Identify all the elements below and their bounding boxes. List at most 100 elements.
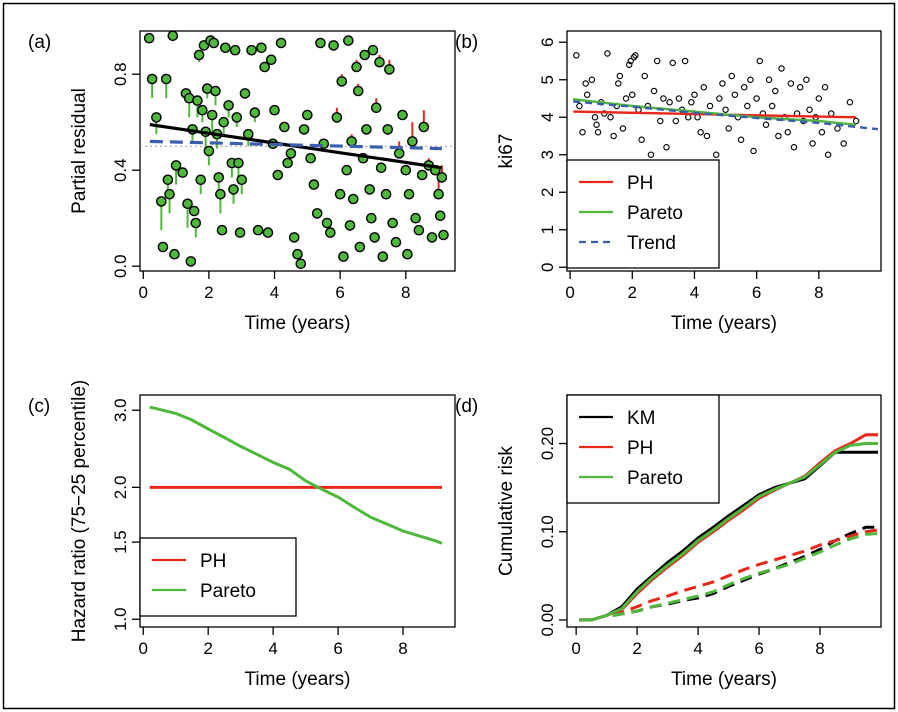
data-point [740, 84, 748, 91]
data-point [728, 72, 736, 80]
y-tick-label: 3 [538, 150, 557, 159]
data-point [697, 129, 704, 136]
x-tick-label: 6 [333, 639, 342, 658]
data-point [228, 184, 239, 195]
x-tick-label: 6 [335, 283, 344, 302]
data-point [315, 37, 326, 49]
data-point [410, 212, 421, 224]
data-point [282, 157, 293, 169]
x-tick-label: 8 [814, 283, 823, 302]
data-point [703, 132, 711, 140]
y-axis-label: Cumulative risk [496, 446, 517, 576]
data-point [725, 125, 732, 132]
data-point [328, 40, 339, 51]
data-point [576, 102, 583, 110]
y-tick-label: 5 [538, 75, 557, 84]
data-point [694, 114, 701, 121]
data-point [747, 76, 754, 84]
x-tick-label: 0 [139, 639, 148, 658]
data-point [210, 85, 221, 97]
data-point [156, 196, 167, 207]
data-point [331, 112, 343, 123]
legend: PH Pareto [139, 537, 297, 617]
data-point [840, 140, 847, 147]
data-point [588, 76, 596, 84]
data-point [790, 144, 798, 151]
data-point [627, 57, 634, 65]
data-point [706, 102, 714, 110]
plot-frame [566, 30, 882, 272]
data-point [601, 110, 608, 117]
data-point [666, 99, 673, 106]
data-point [583, 91, 591, 99]
data-point [756, 57, 764, 65]
data-point [737, 136, 745, 144]
x-tick-label: 4 [268, 639, 277, 658]
y-tick-label: 6 [538, 38, 557, 47]
data-point [203, 145, 215, 157]
y-tick-label: 0.8 [111, 62, 130, 86]
x-tick-label: 0 [571, 639, 580, 658]
data-point [632, 52, 639, 59]
data-point [366, 212, 377, 224]
data-point [256, 42, 267, 54]
data-point [321, 217, 333, 229]
legend-label-km: KM [627, 408, 656, 429]
data-point [387, 217, 398, 229]
legend-label-ph: PH [627, 438, 653, 459]
data-point [364, 184, 375, 195]
data-point [778, 65, 785, 72]
data-point [341, 164, 353, 176]
data-point [731, 91, 739, 99]
data-point [393, 148, 405, 159]
data-point [262, 227, 274, 238]
data-point [384, 64, 395, 75]
x-tick-label: 6 [754, 639, 763, 658]
data-point [146, 73, 158, 85]
plot-frame [139, 394, 456, 628]
data-point [279, 121, 290, 133]
data-point [167, 31, 179, 42]
data-point [390, 236, 402, 248]
series-line-pareto [149, 405, 443, 545]
data-point [185, 256, 197, 267]
plot-frame [139, 30, 456, 272]
data-point [784, 129, 791, 136]
data-point [438, 229, 449, 241]
data-point [809, 140, 816, 147]
legend-box [566, 159, 720, 269]
data-point [402, 248, 413, 260]
y-tick-label: 0.4 [111, 158, 130, 182]
data-point [374, 56, 385, 68]
data-point [375, 162, 387, 174]
data-point [157, 241, 169, 253]
data-point [615, 80, 622, 87]
data-point [573, 52, 580, 59]
y-tick-label: 4 [538, 113, 557, 122]
data-point [672, 117, 680, 125]
data-point [151, 112, 162, 123]
data-point [775, 132, 782, 140]
data-point [622, 95, 630, 102]
data-point [246, 44, 257, 56]
data-point [292, 248, 303, 260]
data-point [397, 109, 408, 121]
data-point [285, 148, 297, 159]
data-point [772, 87, 779, 95]
data-point [298, 124, 310, 135]
panel-3: (d) 0 2 4 6 8 Time (years) 0.00 0.10 0.20 Cumulati… [455, 394, 882, 690]
data-point [610, 132, 617, 140]
data-point [434, 210, 446, 222]
data-point [325, 227, 336, 238]
x-tick-label: 2 [204, 283, 213, 302]
data-point [346, 136, 357, 147]
data-point [162, 174, 174, 186]
x-tick-label: 2 [203, 639, 212, 658]
data-point [197, 104, 208, 116]
data-point [675, 95, 683, 102]
y-axis-label: ki67 [496, 134, 517, 169]
panel-1: (b) 0 2 4 6 8 Time (years) 0 1 2 3 4 5 6 ki67 PH Pareto T… [455, 30, 882, 334]
data-point [336, 76, 348, 87]
